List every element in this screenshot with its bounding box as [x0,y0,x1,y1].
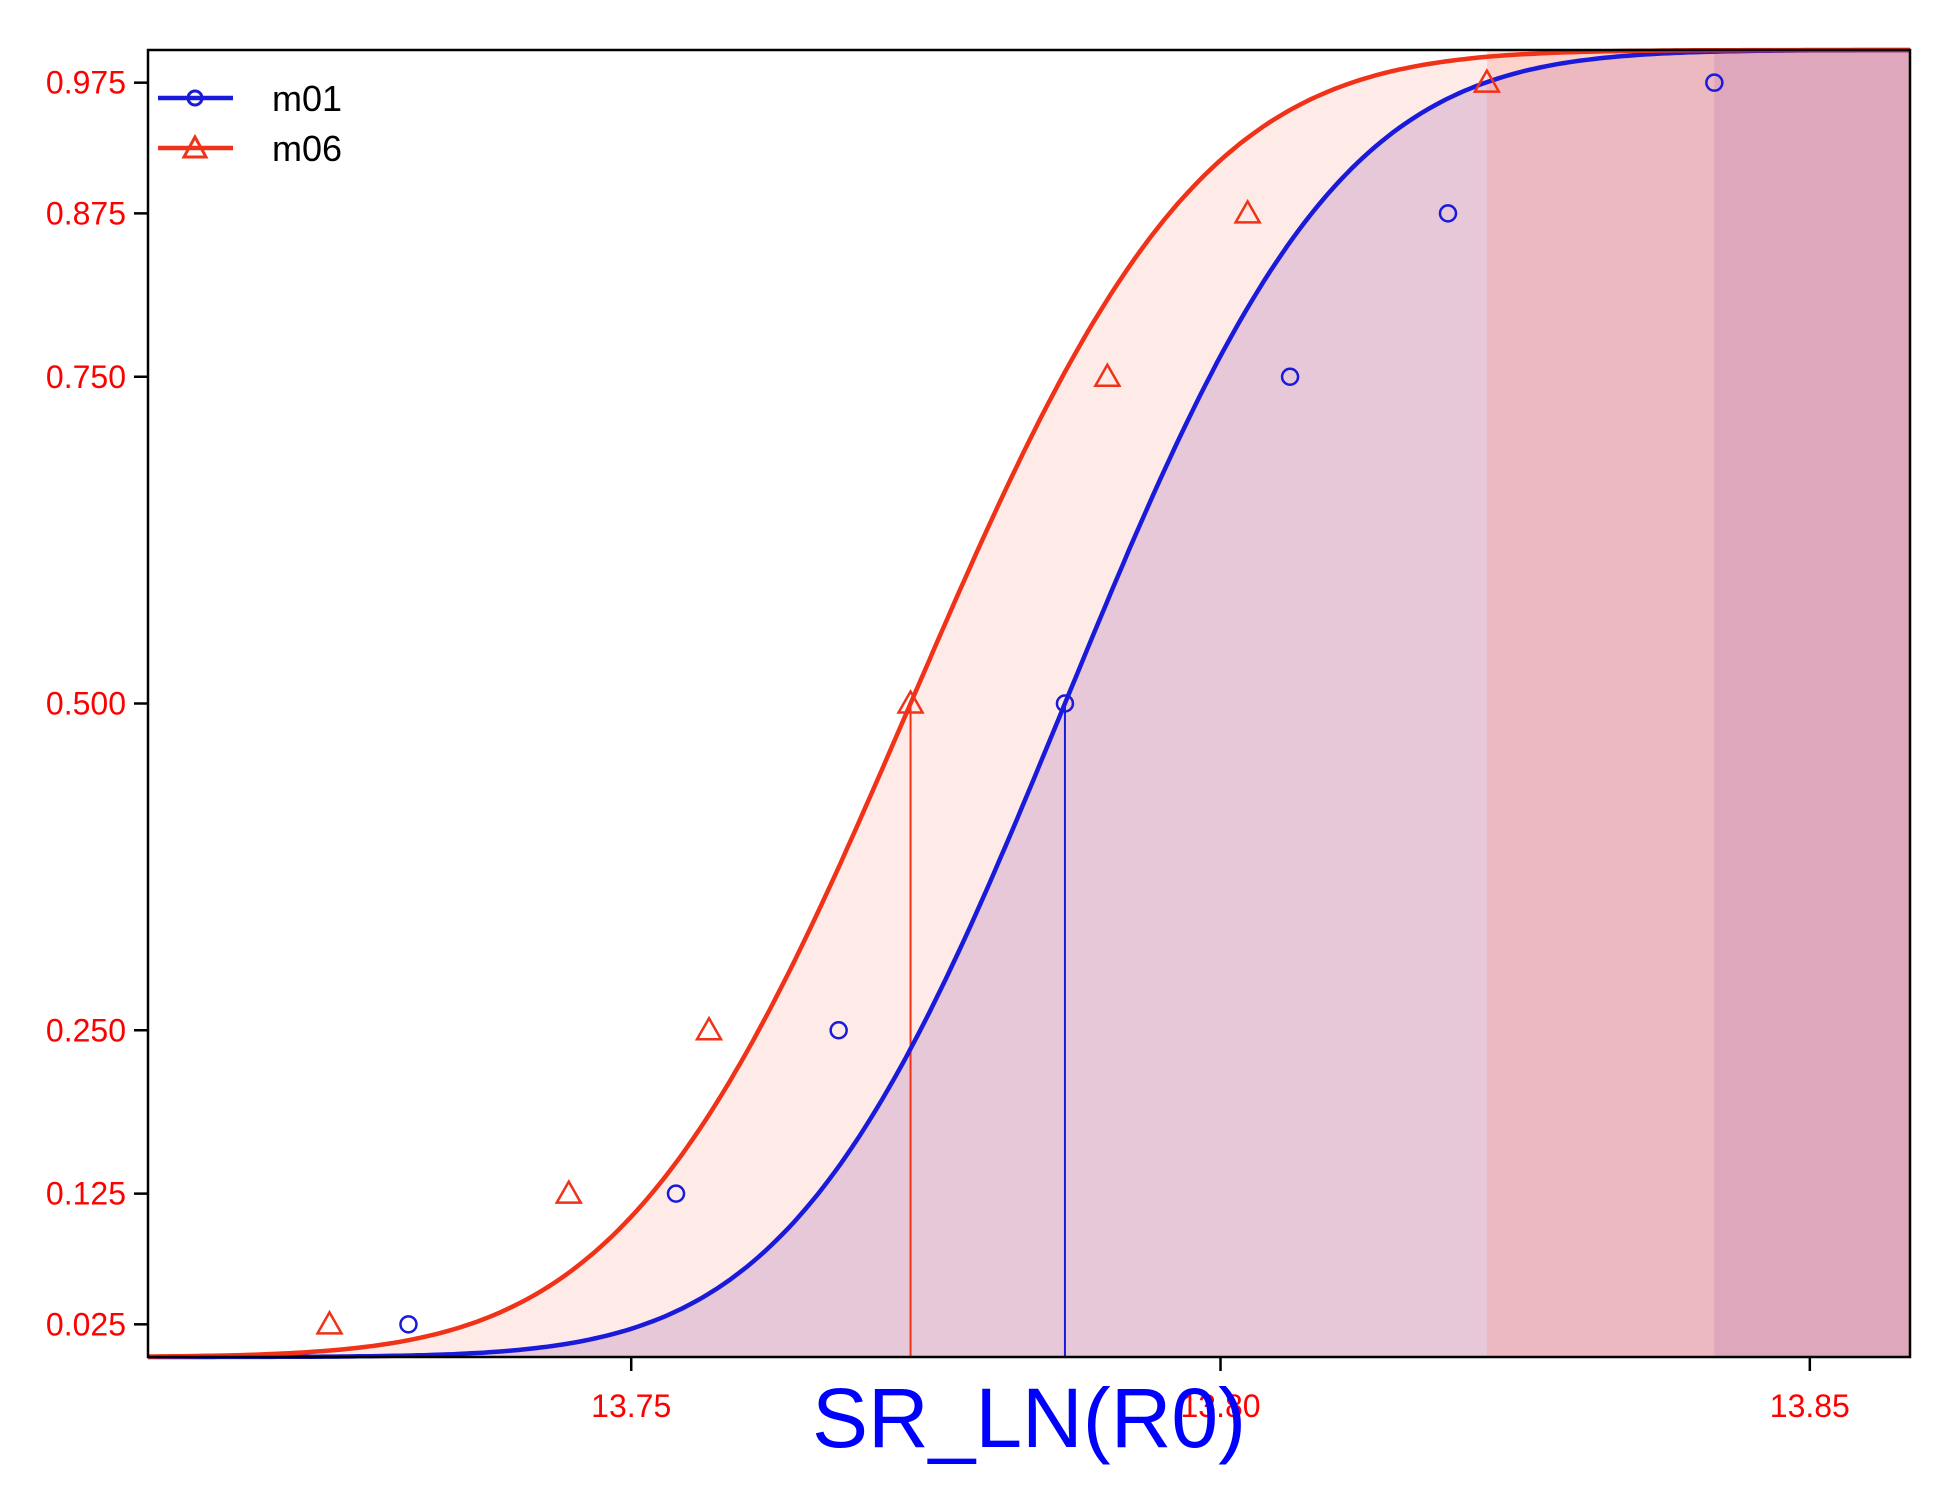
legend-entry-m01: m01 [158,78,342,119]
y-tick-label: 0.750 [46,359,126,395]
marker-m06 [554,1179,583,1204]
y-tick-label: 0.250 [46,1012,126,1048]
legend-label-m01: m01 [272,78,342,119]
y-tick-label: 0.500 [46,686,126,722]
marker-m06 [1233,198,1262,224]
marker-m01 [1438,204,1458,223]
y-tick-label: 0.025 [46,1306,126,1342]
legend-label-m06: m06 [272,128,342,169]
plot-frame [146,48,1912,1359]
marker-m01 [666,1184,686,1203]
area-under-m01 [148,50,1910,1358]
axis-ticks: 0.025 0.125 0.250 0.500 0.750 0.875 0.975 13.75… [46,65,1850,1424]
marker-m01 [1280,367,1300,386]
marker-m01 [1705,73,1724,92]
y-tick-label: 0.875 [46,195,126,231]
marker-m06 [1093,362,1122,387]
x-axis-label: SR_LN(R0) [812,1371,1246,1465]
legend-entry-m06: m06 [158,128,342,169]
marker-m06 [896,688,925,714]
upper-tail-band-m01 [1714,50,1910,1357]
x-tick-label: 13.75 [591,1388,671,1424]
upper-tail-band-m06 [1486,50,1910,1357]
x-tick-label: 13.80 [1180,1388,1260,1424]
data-markers [315,68,1724,1335]
marker-m06 [1472,68,1502,93]
lower-tail-band-m06 [148,50,330,1357]
cdf-curve-m01 [148,47,1910,1360]
legend: m01 m06 [158,78,342,169]
y-tick-label: 0.975 [46,65,126,101]
marker-m06 [694,1015,724,1041]
marker-m01 [1055,694,1075,713]
marker-m06 [315,1309,344,1335]
area-under-m06 [148,50,1910,1357]
x-tick-label: 13.85 [1770,1388,1850,1424]
y-tick-label: 0.125 [46,1176,126,1212]
marker-m01 [829,1021,848,1040]
tail-shading-layer [148,50,1910,1358]
marker-m01 [399,1315,418,1334]
